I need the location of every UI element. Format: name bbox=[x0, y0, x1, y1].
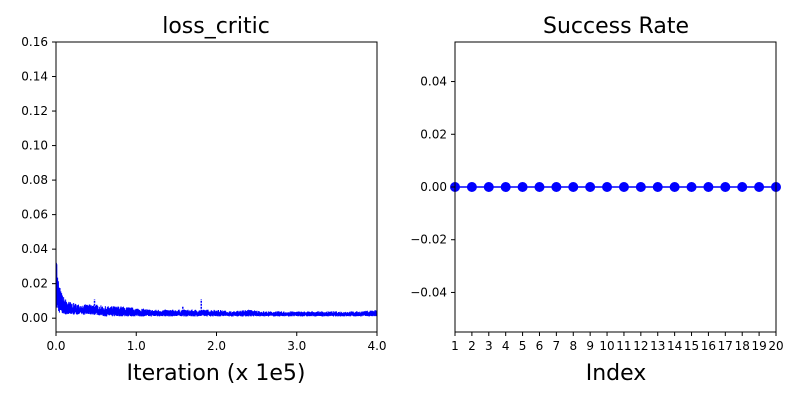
success-rate-point bbox=[618, 182, 629, 192]
x-tick-label: 13 bbox=[650, 339, 665, 353]
y-tick-label: 0.04 bbox=[21, 242, 48, 256]
x-tick-label: 12 bbox=[633, 339, 648, 353]
success-rate-title: Success Rate bbox=[543, 14, 689, 39]
x-tick-label: 18 bbox=[735, 339, 750, 353]
x-tick-label: 7 bbox=[553, 339, 561, 353]
success-rate-point bbox=[483, 182, 494, 192]
y-tick-label: 0.16 bbox=[21, 35, 48, 49]
x-tick-label: 20 bbox=[768, 339, 783, 353]
loss-critic-axes-frame bbox=[55, 41, 378, 333]
success-rate-point bbox=[669, 182, 680, 192]
y-tick-label: 0.10 bbox=[21, 139, 48, 153]
success-rate-point bbox=[568, 182, 579, 192]
x-tick-label: 8 bbox=[569, 339, 577, 353]
success-rate-point bbox=[551, 182, 562, 192]
y-tick-label: 0.14 bbox=[21, 70, 48, 84]
x-tick-label: 2 bbox=[468, 339, 476, 353]
x-tick-label: 14 bbox=[667, 339, 682, 353]
x-tick-label: 1 bbox=[451, 339, 459, 353]
success-rate-point bbox=[754, 182, 765, 192]
x-tick-label: 17 bbox=[718, 339, 733, 353]
x-tick-label: 4.0 bbox=[367, 339, 386, 353]
loss-critic-series-line bbox=[55, 262, 378, 317]
loss-critic-title: loss_critic bbox=[162, 14, 270, 39]
success-rate-x-ticks: 1 2 3 4 5 6 7 8 9 10 11 12 13 14 15 16 17 18 19 20 bbox=[451, 332, 784, 353]
x-tick-label: 3 bbox=[485, 339, 493, 353]
success-rate-x-label: Index bbox=[586, 361, 647, 386]
x-tick-label: 15 bbox=[684, 339, 699, 353]
y-tick-label: 0.00 bbox=[420, 180, 447, 194]
success-rate-point bbox=[585, 182, 596, 192]
loss-critic-y-ticks: 0.00 0.02 0.04 0.06 0.08 0.10 0.12 0.14 0.16 bbox=[21, 35, 56, 325]
y-tick-label: −0.02 bbox=[410, 233, 447, 247]
success-rate-point bbox=[686, 182, 697, 192]
success-rate-point bbox=[720, 182, 731, 192]
x-tick-label: 2.0 bbox=[207, 339, 226, 353]
y-tick-label: 0.02 bbox=[21, 277, 48, 291]
loss-critic-plot-area bbox=[55, 262, 378, 317]
success-rate-point bbox=[466, 182, 477, 192]
x-tick-label: 9 bbox=[586, 339, 594, 353]
x-tick-label: 4 bbox=[502, 339, 510, 353]
y-tick-label: 0.04 bbox=[420, 75, 447, 89]
success-rate-plot-area bbox=[450, 182, 781, 192]
x-tick-label: 10 bbox=[599, 339, 614, 353]
x-tick-label: 1.0 bbox=[127, 339, 146, 353]
loss-critic-chart: loss_critic 0.00 0.02 0.04 0.06 0.08 0.10 0.12… bbox=[21, 14, 386, 386]
success-rate-point bbox=[635, 182, 646, 192]
y-tick-label: 0.06 bbox=[21, 208, 48, 222]
success-rate-point bbox=[500, 182, 511, 192]
x-tick-label: 19 bbox=[751, 339, 766, 353]
x-tick-label: 5 bbox=[519, 339, 527, 353]
x-tick-label: 3.0 bbox=[287, 339, 306, 353]
x-tick-label: 11 bbox=[616, 339, 631, 353]
y-tick-label: 0.08 bbox=[21, 173, 48, 187]
success-rate-point bbox=[517, 182, 528, 192]
y-tick-label: 0.12 bbox=[21, 104, 48, 118]
success-rate-point bbox=[534, 182, 545, 192]
x-tick-label: 16 bbox=[701, 339, 716, 353]
success-rate-y-ticks: −0.04 −0.02 0.00 0.02 0.04 bbox=[410, 75, 455, 299]
y-tick-label: 0.00 bbox=[21, 311, 48, 325]
y-tick-label: 0.02 bbox=[420, 127, 447, 141]
y-tick-label: −0.04 bbox=[410, 285, 447, 299]
success-rate-point bbox=[602, 182, 613, 192]
loss-critic-x-ticks: 0.0 1.0 2.0 3.0 4.0 bbox=[46, 332, 387, 353]
success-rate-point bbox=[737, 182, 748, 192]
x-tick-label: 6 bbox=[536, 339, 544, 353]
loss-critic-x-label: Iteration (x 1e5) bbox=[126, 361, 305, 386]
success-rate-point bbox=[652, 182, 663, 192]
x-tick-label: 0.0 bbox=[46, 339, 65, 353]
success-rate-point bbox=[703, 182, 714, 192]
